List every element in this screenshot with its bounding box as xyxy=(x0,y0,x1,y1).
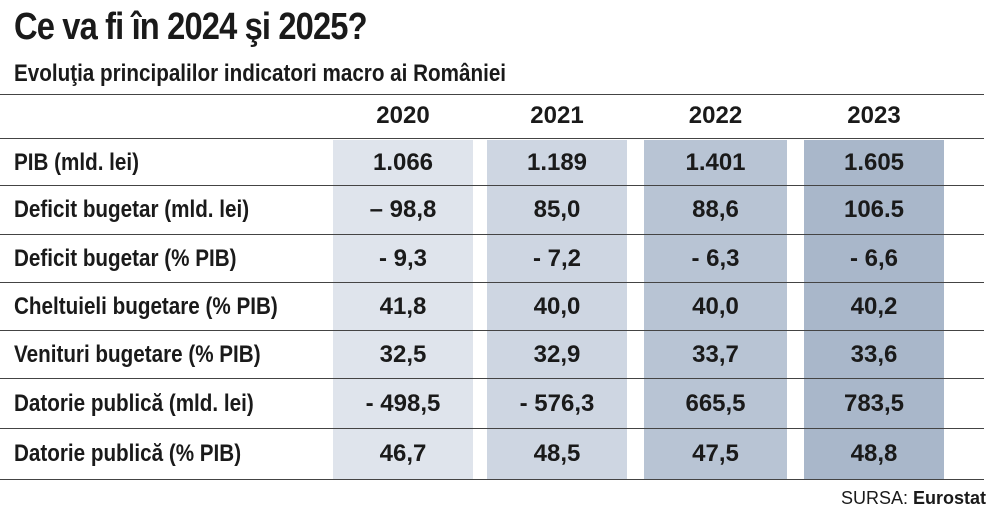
row-divider xyxy=(0,234,984,235)
page-subtitle: Evoluţia principalilor indicatori macro … xyxy=(14,60,507,87)
row-divider xyxy=(0,330,984,331)
cell-2020: 32,5 xyxy=(379,341,427,368)
table-bottom-rule xyxy=(0,479,984,480)
cell-2020: 1.066 xyxy=(372,149,434,176)
cell-2023: 33,6 xyxy=(850,341,898,368)
cell-2022: 88,6 xyxy=(692,196,739,223)
cell-2021: 85,0 xyxy=(533,196,581,223)
cell-2021: - 7,2 xyxy=(532,245,582,272)
row-divider xyxy=(0,428,984,429)
row-label: Deficit bugetar (mld. lei) xyxy=(14,196,250,223)
header-rule xyxy=(0,138,984,139)
row-divider xyxy=(0,185,984,186)
row-divider xyxy=(0,378,984,379)
cell-2022: - 6,3 xyxy=(691,245,740,272)
column-bg-2021 xyxy=(487,140,627,479)
table-row: Venituri bugetare (% PIB) 32,5 32,9 33,7… xyxy=(0,332,984,377)
row-label: Cheltuieli bugetare (% PIB) xyxy=(14,293,278,320)
cell-2021: 32,9 xyxy=(533,341,581,368)
cell-2021: - 576,3 xyxy=(519,390,595,417)
cell-2022: 47,5 xyxy=(692,440,739,467)
cell-2022: 33,7 xyxy=(692,341,739,368)
cell-2021: 40,0 xyxy=(533,293,581,320)
year-header-2023: 2023 xyxy=(847,102,901,129)
cell-2020: – 98,8 xyxy=(369,196,437,223)
cell-2022: 665,5 xyxy=(685,390,746,417)
cell-2023: 783,5 xyxy=(843,390,905,417)
cell-2021: 48,5 xyxy=(533,440,581,467)
row-label: Datorie publică (% PIB) xyxy=(14,440,242,467)
table-row: Deficit bugetar (mld. lei) – 98,8 85,0 8… xyxy=(0,187,984,232)
table-row: Cheltuieli bugetare (% PIB) 41,8 40,0 40… xyxy=(0,284,984,329)
cell-2020: - 498,5 xyxy=(365,390,441,417)
table-row: Deficit bugetar (% PIB) - 9,3 - 7,2 - 6,… xyxy=(0,236,984,281)
cell-2023: 40,2 xyxy=(850,293,898,320)
cell-2020: 41,8 xyxy=(379,293,427,320)
source-name: Eurostat xyxy=(912,488,986,508)
table-row: Datorie publică (mld. lei) - 498,5 - 576… xyxy=(0,381,984,426)
column-bg-2023 xyxy=(804,140,944,479)
cell-2023: 1.605 xyxy=(843,149,905,176)
cell-2022: 40,0 xyxy=(692,293,739,320)
year-header-2020: 2020 xyxy=(376,102,430,129)
table-top-rule xyxy=(0,94,984,95)
row-divider xyxy=(0,282,984,283)
cell-2022: 1.401 xyxy=(685,149,746,176)
year-header-2022: 2022 xyxy=(688,102,743,129)
page-title: Ce va fi în 2024 şi 2025? xyxy=(14,6,368,48)
row-label: Venituri bugetare (% PIB) xyxy=(14,341,261,368)
cell-2023: 48,8 xyxy=(850,440,898,467)
year-header-2021: 2021 xyxy=(530,102,584,129)
source-note: SURSA: Eurostat xyxy=(841,488,986,509)
row-label: Deficit bugetar (% PIB) xyxy=(14,245,237,272)
column-bg-2020 xyxy=(333,140,473,479)
cell-2021: 1.189 xyxy=(526,149,588,176)
row-label: Datorie publică (mld. lei) xyxy=(14,390,254,417)
cell-2023: 106.5 xyxy=(843,196,905,223)
cell-2023: - 6,6 xyxy=(849,245,899,272)
row-label: PIB (mld. lei) xyxy=(14,149,140,176)
table-row: Datorie publică (% PIB) 46,7 48,5 47,5 4… xyxy=(0,431,984,476)
source-prefix: SURSA: xyxy=(840,488,908,508)
column-bg-2022 xyxy=(644,140,787,479)
cell-2020: - 9,3 xyxy=(378,245,428,272)
cell-2020: 46,7 xyxy=(379,440,427,467)
table-row: PIB (mld. lei) 1.066 1.189 1.401 1.605 xyxy=(0,140,984,185)
